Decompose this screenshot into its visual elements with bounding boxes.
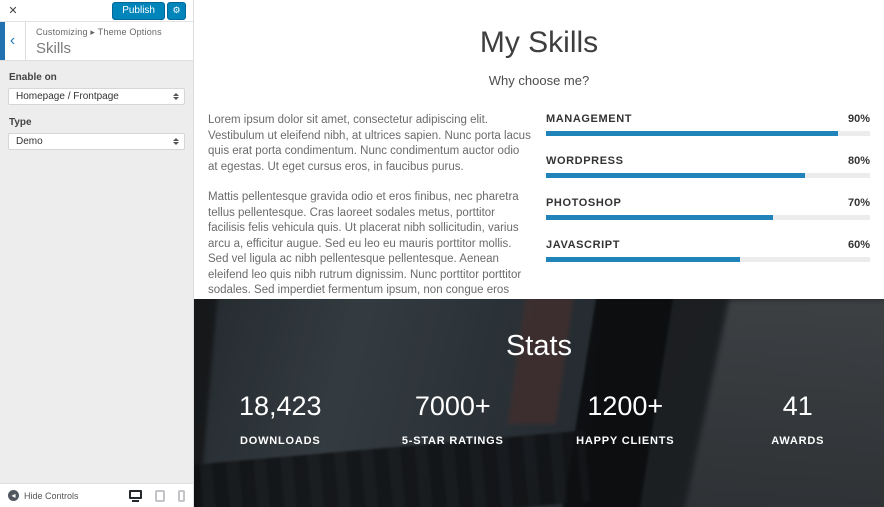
stat-value: 18,423 [238,391,322,421]
panel-title: Skills [36,40,72,57]
hide-controls-button[interactable]: ◂ Hide Controls [8,490,79,501]
device-preview-switcher [129,489,185,502]
breadcrumb: Customizing ▸ Theme Options [36,27,162,37]
stat-value: 41 [782,391,813,421]
intro-paragraph: Lorem ipsum dolor sit amet, consectetur … [208,114,531,173]
mobile-preview-button[interactable] [178,489,185,502]
tablet-preview-button[interactable] [155,489,165,502]
close-icon: ✕ [8,5,18,17]
skill-row-javascript: JAVASCRIPT 60% [546,239,870,262]
chevron-left-icon: ‹ [9,32,16,49]
hide-controls-label: Hide Controls [24,490,79,501]
skill-bar-fill [546,257,741,262]
my-skills-section: My Skills Why choose me? Lorem ipsum dol… [194,0,884,327]
skill-row-wordpress: WORDPRESS 80% [546,155,870,178]
customizer-topbar: ✕ Publish ⚙ [0,0,193,22]
skill-name: PHOTOSHOP [546,197,622,209]
skills-section-title: My Skills [479,26,599,59]
type-select[interactable]: Demo [8,133,185,150]
photo-dark-overlay [194,299,884,507]
type-value: Demo [16,136,43,147]
skill-percent: 80% [847,155,870,167]
desktop-icon-base [132,499,139,502]
stat-label: 5-STAR RATINGS [401,435,504,447]
desktop-preview-button[interactable] [129,489,142,502]
tablet-icon [155,489,165,502]
skill-name: WORDPRESS [546,155,624,167]
stat-value: 1200+ [587,391,664,421]
skill-percent: 70% [847,197,870,209]
skill-percent: 60% [847,239,870,251]
desktop-icon [129,489,142,499]
skill-bar-fill [546,131,838,136]
skills-columns: Lorem ipsum dolor sit amet, consectetur … [194,113,884,345]
panel-header: ‹ Customizing ▸ Theme Options Skills [0,22,193,61]
site-preview: My Skills Why choose me? Lorem ipsum dol… [194,0,884,507]
stat-value: 7000+ [414,391,491,421]
skill-row-management: MANAGEMENT 90% [546,113,870,136]
skill-name: MANAGEMENT [546,113,633,125]
gear-icon: ⚙ [172,4,181,15]
enable-on-label: Enable on [9,72,57,83]
close-customizer-button[interactable]: ✕ [0,0,26,21]
select-arrows-icon [173,93,179,100]
skill-bar-track [546,173,870,178]
stats-row: 18,423 DOWNLOADS 7000+ 5-STAR RATINGS 12… [194,391,884,447]
publish-group: Publish ⚙ [112,1,186,20]
skill-bars-column: MANAGEMENT 90% WORDPRESS 80% [546,113,870,345]
skill-bar-track [546,257,870,262]
intro-paragraph: Mattis pellentesque gravida odio et eros… [208,191,525,327]
stats-section-title: Stats [505,330,573,362]
enable-on-value: Homepage / Frontpage [16,91,119,102]
skills-section-subtitle: Why choose me? [488,73,590,88]
back-button[interactable]: ‹ [0,22,26,60]
stats-content: Stats 18,423 DOWNLOADS 7000+ 5-STAR RATI… [194,299,884,447]
collapse-arrow-icon: ◂ [8,490,19,501]
focus-accent-bar [0,22,5,60]
stat-downloads: 18,423 DOWNLOADS [194,391,367,447]
stat-label: DOWNLOADS [239,435,321,447]
publish-settings-button[interactable]: ⚙ [167,1,186,20]
controls-area: Enable on Homepage / Frontpage Type Demo [0,61,193,483]
skill-bar-track [546,131,870,136]
stat-ratings: 7000+ 5-STAR RATINGS [367,391,540,447]
panel-titles: Customizing ▸ Theme Options Skills [26,22,162,60]
skill-row-photoshop: PHOTOSHOP 70% [546,197,870,220]
skill-bar-fill [546,215,773,220]
customizer-footer: ◂ Hide Controls [0,483,193,507]
publish-button[interactable]: Publish [112,1,165,20]
select-arrows-icon [173,138,179,145]
stat-clients: 1200+ HAPPY CLIENTS [539,391,712,447]
phone-icon [178,489,185,502]
stat-label: HAPPY CLIENTS [576,435,675,447]
stat-awards: 41 AWARDS [712,391,884,447]
type-label: Type [9,117,32,128]
skill-name: JAVASCRIPT [546,239,621,251]
customizer-sidebar: ✕ Publish ⚙ ‹ Customizing ▸ Theme Option… [0,0,194,507]
skill-bar-fill [546,173,806,178]
intro-text-column: Lorem ipsum dolor sit amet, consectetur … [208,113,532,345]
stat-label: AWARDS [771,435,825,447]
enable-on-select[interactable]: Homepage / Frontpage [8,88,185,105]
skill-bar-track [546,215,870,220]
stats-section: Stats 18,423 DOWNLOADS 7000+ 5-STAR RATI… [194,299,884,507]
skill-percent: 90% [847,113,870,125]
